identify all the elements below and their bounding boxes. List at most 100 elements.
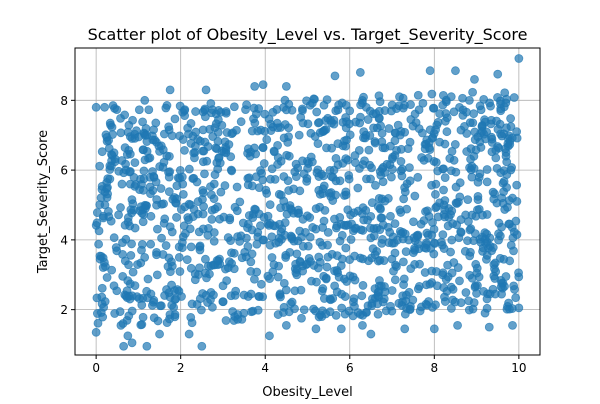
data-point [252,239,262,249]
data-point [284,307,294,317]
data-point [376,281,386,291]
data-point [123,331,133,341]
data-point [331,190,341,200]
data-point [450,140,460,149]
data-point [468,87,477,97]
data-point [239,290,249,300]
data-point [161,103,171,113]
data-point [364,256,373,266]
data-point [327,172,336,181]
data-point [442,127,452,137]
data-point [335,212,345,222]
data-point [323,240,332,250]
data-point [469,109,479,119]
data-point [514,54,524,63]
data-point [350,251,359,261]
data-point [178,135,188,144]
data-point [421,207,430,216]
data-point [455,192,465,202]
data-point [346,235,356,244]
data-point [144,105,154,115]
data-point [180,229,190,238]
data-point [98,213,108,223]
data-point [484,322,494,332]
data-point [464,217,473,226]
data-point [164,187,174,197]
data-point [137,245,146,255]
x-tick-label: 6 [346,361,354,375]
data-point [505,256,515,266]
data-point [151,177,161,187]
data-point [366,329,376,339]
data-point [506,122,516,131]
data-point [186,139,196,148]
data-point [418,98,428,108]
data-point [358,226,368,235]
data-point [219,147,229,157]
data-point [281,253,291,262]
data-point [178,179,188,189]
data-point [187,299,197,309]
data-point [480,228,490,238]
data-point [222,276,232,285]
data-point [162,151,172,161]
data-point [198,224,208,234]
data-point [464,305,474,315]
data-point [267,164,277,174]
data-point [446,210,455,219]
data-point [355,68,365,77]
y-axis-label: Target_Severity_Score [36,130,51,274]
data-point [271,238,281,248]
data-point [170,312,180,322]
data-point [482,127,492,137]
data-point [409,217,418,227]
data-point [502,157,512,167]
data-point [441,275,451,284]
data-point [344,170,354,180]
data-point [384,124,394,133]
data-point [338,158,348,168]
data-point [158,162,168,172]
data-point [363,301,373,311]
data-point [429,103,439,113]
data-point [96,193,106,203]
data-point [405,176,415,186]
data-point [103,174,113,184]
data-point [303,119,313,129]
data-point [494,143,504,153]
data-point [274,261,284,271]
data-point [232,125,241,135]
data-point [276,190,286,200]
data-point [398,103,408,113]
data-point [327,143,337,153]
data-point [95,161,105,171]
data-point [135,185,144,195]
data-point [290,167,300,177]
data-point [198,185,208,195]
data-point [221,264,230,274]
data-point [475,169,485,179]
data-point [493,69,503,79]
data-point [456,298,466,308]
data-point [109,233,119,243]
data-point [468,118,478,128]
data-point [389,238,399,248]
data-point [298,241,308,251]
data-point [102,273,112,282]
data-point [221,107,231,116]
data-point [439,185,448,195]
x-tick-label: 10 [511,361,526,375]
data-point [423,153,433,163]
data-point [104,143,114,153]
data-point [341,190,351,200]
data-point [195,241,205,251]
data-point [421,280,431,290]
data-point [108,101,118,110]
data-point [165,167,175,177]
data-point [334,100,344,110]
data-point [107,265,117,275]
data-point [355,164,364,173]
ticks-layer: 0 2 4 6 8 10 2 4 6 8 [60,94,526,375]
data-point [451,167,461,177]
data-point [480,117,490,127]
